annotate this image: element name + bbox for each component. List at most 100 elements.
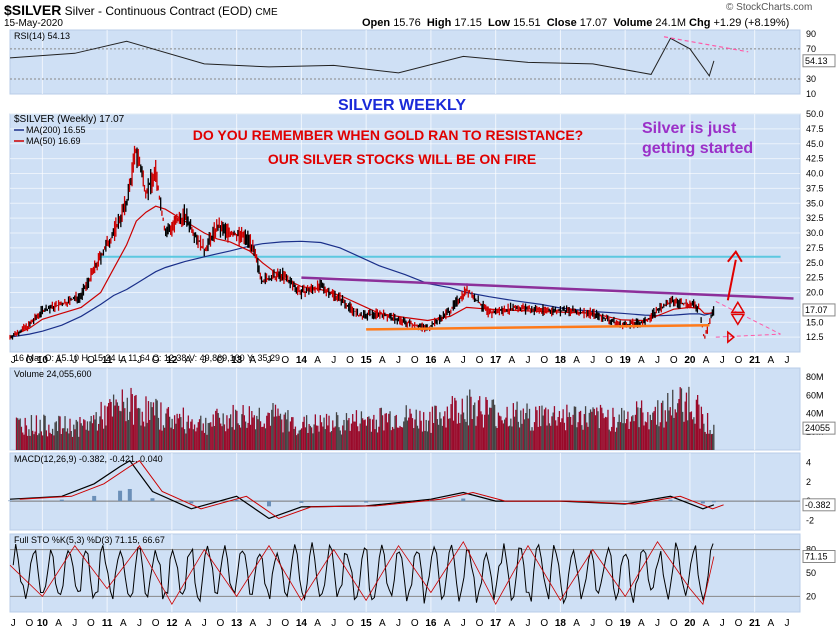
ma200-line bbox=[9, 240, 715, 338]
date-axis-bottom-tick-label: A bbox=[314, 618, 321, 629]
date-axis-top-tick-label: 12 bbox=[166, 355, 178, 366]
annotation-title: SILVER WEEKLY bbox=[338, 97, 466, 114]
price-current-value: 17.07 bbox=[805, 305, 828, 315]
price-tick-label: 32.5 bbox=[806, 213, 824, 223]
date-axis-bottom-tick-label: J bbox=[331, 618, 336, 629]
date-axis-bottom-tick-label: O bbox=[346, 618, 354, 629]
macd-histogram-bar bbox=[189, 501, 194, 504]
volume-current-value-box bbox=[802, 421, 836, 435]
date-axis-bottom-tick-label: J bbox=[590, 618, 595, 629]
date-axis-bottom-tick-label: O bbox=[217, 618, 225, 629]
date-axis-top-tick-label: J bbox=[137, 355, 142, 366]
date-axis-bottom-tick-label: O bbox=[735, 618, 743, 629]
annotation-right2: getting started bbox=[642, 140, 753, 157]
date-axis-bottom-tick-label: J bbox=[461, 618, 466, 629]
stochastic-current-value-box bbox=[802, 550, 836, 564]
date-axis-bottom-tick-label: 18 bbox=[555, 618, 567, 629]
stochastic-k-line bbox=[12, 542, 714, 605]
rsi-line bbox=[9, 37, 715, 78]
date-axis-bottom-tick-label: J bbox=[396, 618, 401, 629]
date-axis-bottom-tick-label: A bbox=[120, 618, 127, 629]
date-axis-top-tick-label: O bbox=[540, 355, 548, 366]
date-axis-bottom-tick-label: J bbox=[202, 618, 207, 629]
date-axis-bottom-tick-label: A bbox=[55, 618, 62, 629]
volume-tick-label: 80M bbox=[806, 372, 824, 382]
date-axis-top-tick-label: 17 bbox=[490, 355, 502, 366]
stochastic-panel bbox=[9, 533, 801, 613]
date-axis-top-tick-label: J bbox=[11, 355, 16, 366]
ma200-legend-label: MA(200) 16.55 bbox=[26, 125, 86, 135]
date-axis-top-tick-label: J bbox=[396, 355, 401, 366]
stochastic-tick-label: 20 bbox=[806, 591, 816, 601]
high-value: 17.15 bbox=[454, 17, 482, 29]
date-axis-top-tick-label: A bbox=[120, 355, 127, 366]
date-axis-top-tick-label: J bbox=[590, 355, 595, 366]
macd-histogram-bar bbox=[299, 501, 304, 503]
macd-histogram-bar bbox=[461, 498, 466, 502]
price-tick-label: 42.5 bbox=[806, 154, 824, 164]
date-axis-bottom-tick-label: J bbox=[526, 618, 531, 629]
price-tick-label: 45.0 bbox=[806, 139, 824, 149]
macd-title: MACD(12,26,9) -0.382, -0.421, 0.040 bbox=[14, 454, 163, 464]
date-axis-top-tick-label: 19 bbox=[620, 355, 632, 366]
date-axis-bottom-tick-label: 14 bbox=[296, 618, 308, 629]
date-axis-top-tick-label: O bbox=[346, 355, 354, 366]
date-axis-top-tick-label: J bbox=[655, 355, 660, 366]
date-axis-top-tick-label: O bbox=[476, 355, 484, 366]
annotation-line1: DO YOU REMEMBER WHEN GOLD RAN TO RESISTA… bbox=[193, 127, 583, 143]
date-axis-bottom-tick-label: O bbox=[281, 618, 289, 629]
date-axis-top-tick-label: O bbox=[152, 355, 160, 366]
date-axis-top-tick-label: J bbox=[785, 355, 790, 366]
macd-panel bbox=[9, 452, 801, 531]
rsi-tick-label: 10 bbox=[806, 89, 816, 99]
instrument-name: Silver - Continuous Contract (EOD) bbox=[64, 4, 253, 18]
date-axis-bottom-tick-label: J bbox=[11, 618, 16, 629]
date-axis-top-tick-label: A bbox=[703, 355, 710, 366]
exchange: CME bbox=[255, 7, 278, 18]
volume-current-value: 24055 bbox=[805, 423, 830, 433]
annotation-right1: Silver is just bbox=[642, 120, 737, 137]
stochastic-tick-label: 50 bbox=[806, 568, 816, 578]
macd-tick-label: -2 bbox=[806, 515, 814, 525]
price-tick-label: 30.0 bbox=[806, 228, 824, 238]
macd-histogram-bar bbox=[92, 495, 97, 502]
date-axis-top-tick-label: O bbox=[605, 355, 613, 366]
date-axis-bottom-tick-label: O bbox=[26, 618, 34, 629]
macd-histogram-bar bbox=[364, 501, 369, 503]
projection-dashed-line bbox=[715, 300, 781, 335]
date-axis-bottom-tick-label: O bbox=[152, 618, 160, 629]
date-axis-bottom-tick-label: 11 bbox=[102, 618, 113, 629]
date-axis-top-tick-label: A bbox=[768, 355, 775, 366]
resistance-line bbox=[301, 276, 794, 300]
chg-label: Chg bbox=[689, 17, 711, 29]
volume-title: Volume 24,055,600 bbox=[14, 369, 92, 379]
date-axis-bottom-tick-label: J bbox=[267, 618, 272, 629]
date-axis-top-tick-label: J bbox=[526, 355, 531, 366]
stochastic-current-value: 71.15 bbox=[805, 552, 828, 562]
rsi-current-value: 54.13 bbox=[805, 56, 828, 66]
rsi-tick-label: 90 bbox=[806, 29, 816, 39]
rsi-tick-label: 70 bbox=[806, 44, 816, 54]
date-axis-top-tick-label: 18 bbox=[555, 355, 567, 366]
annotation-line2: OUR SILVER STOCKS WILL BE ON FIRE bbox=[268, 151, 536, 167]
price-tick-label: 35.0 bbox=[806, 198, 824, 208]
rsi-panel bbox=[9, 29, 801, 95]
date-axis-top-tick-label: 11 bbox=[102, 355, 113, 366]
date-axis-top-tick-label: J bbox=[461, 355, 466, 366]
symbol: $SILVER bbox=[4, 2, 62, 18]
support-line bbox=[366, 323, 710, 331]
date-axis-bottom-tick-label: A bbox=[768, 618, 775, 629]
price-legend-series: $SILVER (Weekly) 17.07 bbox=[14, 114, 125, 125]
date-axis-top-tick-label: A bbox=[249, 355, 256, 366]
macd-tick-label: 4 bbox=[806, 458, 811, 468]
price-tick-label: 20.0 bbox=[806, 288, 824, 298]
brand-watermark: © StockCharts.com bbox=[726, 2, 813, 13]
date-axis-bottom-tick-label: J bbox=[720, 618, 725, 629]
date-axis-top-tick-label: O bbox=[735, 355, 743, 366]
macd-histogram-bar bbox=[8, 500, 12, 502]
macd-tick-label: 2 bbox=[806, 477, 811, 487]
date-axis-top-tick-label: 15 bbox=[361, 355, 373, 366]
date-axis-top-tick-label: O bbox=[411, 355, 419, 366]
